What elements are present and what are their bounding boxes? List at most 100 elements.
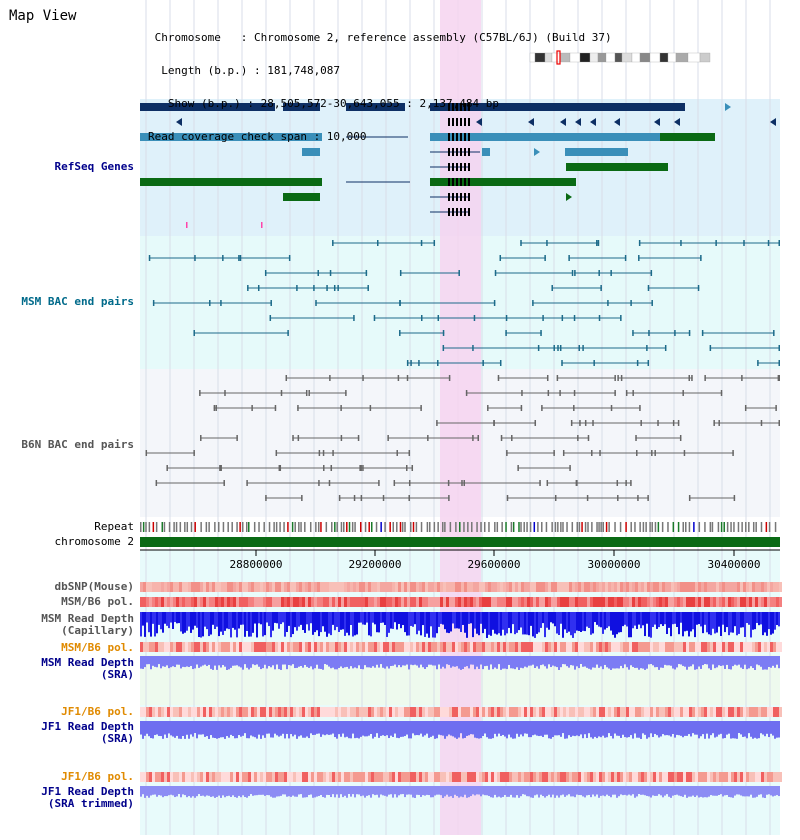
polymorphism-cell xyxy=(140,772,143,782)
b6n-bac-end xyxy=(487,405,489,411)
depth-bar xyxy=(336,786,338,795)
depth-bar xyxy=(352,656,354,669)
polymorphism-cell xyxy=(290,772,293,782)
depth-bar xyxy=(644,786,646,796)
polymorphism-cell xyxy=(338,707,341,717)
depth-bar xyxy=(664,786,666,796)
msm-bac-end xyxy=(638,255,640,261)
polymorphism-cell xyxy=(545,642,548,652)
b6n-bac-end xyxy=(625,480,627,486)
track-label-b6n-bac[interactable]: B6N BAC end pairs xyxy=(21,438,134,451)
depth-bar xyxy=(142,786,144,795)
polymorphism-cell xyxy=(470,772,473,782)
track-label-refseq[interactable]: RefSeq Genes xyxy=(54,160,134,173)
b6n-bac-end xyxy=(251,405,253,411)
depth-bar xyxy=(558,786,560,798)
depth-bar xyxy=(236,612,238,638)
depth-bar xyxy=(378,721,380,738)
depth-bar xyxy=(288,612,290,626)
depth-bar xyxy=(756,612,758,623)
polymorphism-cell xyxy=(593,597,596,607)
depth-bar xyxy=(758,786,760,795)
depth-bar xyxy=(270,786,272,797)
polymorphism-cell xyxy=(641,642,644,652)
depth-bar xyxy=(760,656,762,667)
track-label-jf1-depth-sra[interactable]: JF1 Read Depth (SRA) xyxy=(41,720,134,745)
track-label-jf1-depth-trimmed[interactable]: JF1 Read Depth (SRA trimmed) xyxy=(41,785,134,810)
b6n-bac-end xyxy=(591,450,593,456)
polymorphism-cell xyxy=(716,772,719,782)
depth-bar xyxy=(432,786,434,798)
depth-bar xyxy=(534,786,536,796)
depth-bar xyxy=(214,612,216,630)
depth-bar xyxy=(582,786,584,797)
polymorphism-cell xyxy=(488,772,491,782)
depth-bar xyxy=(560,612,562,624)
track-label-jf1-b6-pol-2[interactable]: JF1/B6 pol. xyxy=(61,770,134,783)
polymorphism-cell xyxy=(221,597,224,607)
polymorphism-cell xyxy=(143,772,146,782)
polymorphism-cell xyxy=(509,772,512,782)
depth-bar xyxy=(654,786,656,796)
polymorphism-cell xyxy=(425,707,428,717)
depth-bar xyxy=(498,721,500,734)
polymorphism-cell xyxy=(395,597,398,607)
repeat-element xyxy=(510,522,513,532)
track-label-msm-depth-sra[interactable]: MSM Read Depth (SRA) xyxy=(41,656,134,681)
depth-bar xyxy=(292,656,294,665)
track-label-dbsnp[interactable]: dbSNP(Mouse) xyxy=(54,580,134,593)
polymorphism-cell xyxy=(509,707,512,717)
depth-bar xyxy=(372,721,374,739)
polymorphism-cell xyxy=(386,707,389,717)
depth-bar xyxy=(598,721,600,737)
depth-bar xyxy=(442,786,444,798)
polymorphism-cell xyxy=(263,582,266,592)
repeat-element xyxy=(463,522,465,532)
polymorphism-cell xyxy=(359,597,362,607)
gene-exon xyxy=(464,193,466,201)
polymorphism-cell xyxy=(770,707,773,717)
depth-bar xyxy=(336,721,338,739)
depth-bar xyxy=(454,612,456,629)
depth-bar xyxy=(640,656,642,669)
depth-bar xyxy=(592,612,594,634)
polymorphism-cell xyxy=(218,642,221,652)
polymorphism-cell xyxy=(470,707,473,717)
repeat-element xyxy=(208,522,210,532)
depth-bar xyxy=(752,612,754,630)
track-label-msm-b6-pol-2[interactable]: MSM/B6 pol. xyxy=(61,641,134,654)
depth-bar xyxy=(556,721,558,736)
depth-bar xyxy=(242,721,244,736)
polymorphism-cell xyxy=(719,707,722,717)
depth-bar xyxy=(488,656,490,670)
polymorphism-cell xyxy=(452,707,455,717)
depth-bar xyxy=(382,721,384,736)
polymorphism-cell xyxy=(548,642,551,652)
depth-bar xyxy=(572,612,574,638)
polymorphism-cell xyxy=(203,597,206,607)
polymorphism-cell xyxy=(710,642,713,652)
polymorphism-cell xyxy=(662,582,665,592)
polymorphism-cell xyxy=(491,707,494,717)
depth-bar xyxy=(298,656,300,667)
polymorphism-cell xyxy=(773,707,776,717)
track-label-msm-depth-capillary[interactable]: MSM Read Depth (Capillary) xyxy=(41,612,134,637)
polymorphism-cell xyxy=(602,597,605,607)
polymorphism-cell xyxy=(653,582,656,592)
depth-bar xyxy=(432,721,434,736)
track-label-msm-bac[interactable]: MSM BAC end pairs xyxy=(21,295,134,308)
polymorphism-cell xyxy=(353,597,356,607)
polymorphism-cell xyxy=(752,597,755,607)
polymorphism-cell xyxy=(311,582,314,592)
depth-bar xyxy=(380,656,382,665)
polymorphism-cell xyxy=(317,597,320,607)
msm-bac-end xyxy=(537,345,540,351)
track-label-jf1-b6-pol[interactable]: JF1/B6 pol. xyxy=(61,705,134,718)
track-label-msm-b6-pol[interactable]: MSM/B6 pol. xyxy=(61,595,134,608)
repeat-element xyxy=(200,522,202,532)
depth-bar xyxy=(518,612,520,631)
depth-bar xyxy=(320,656,322,669)
depth-bar xyxy=(658,656,660,670)
track-label-repeat[interactable]: Repeat xyxy=(94,520,134,533)
